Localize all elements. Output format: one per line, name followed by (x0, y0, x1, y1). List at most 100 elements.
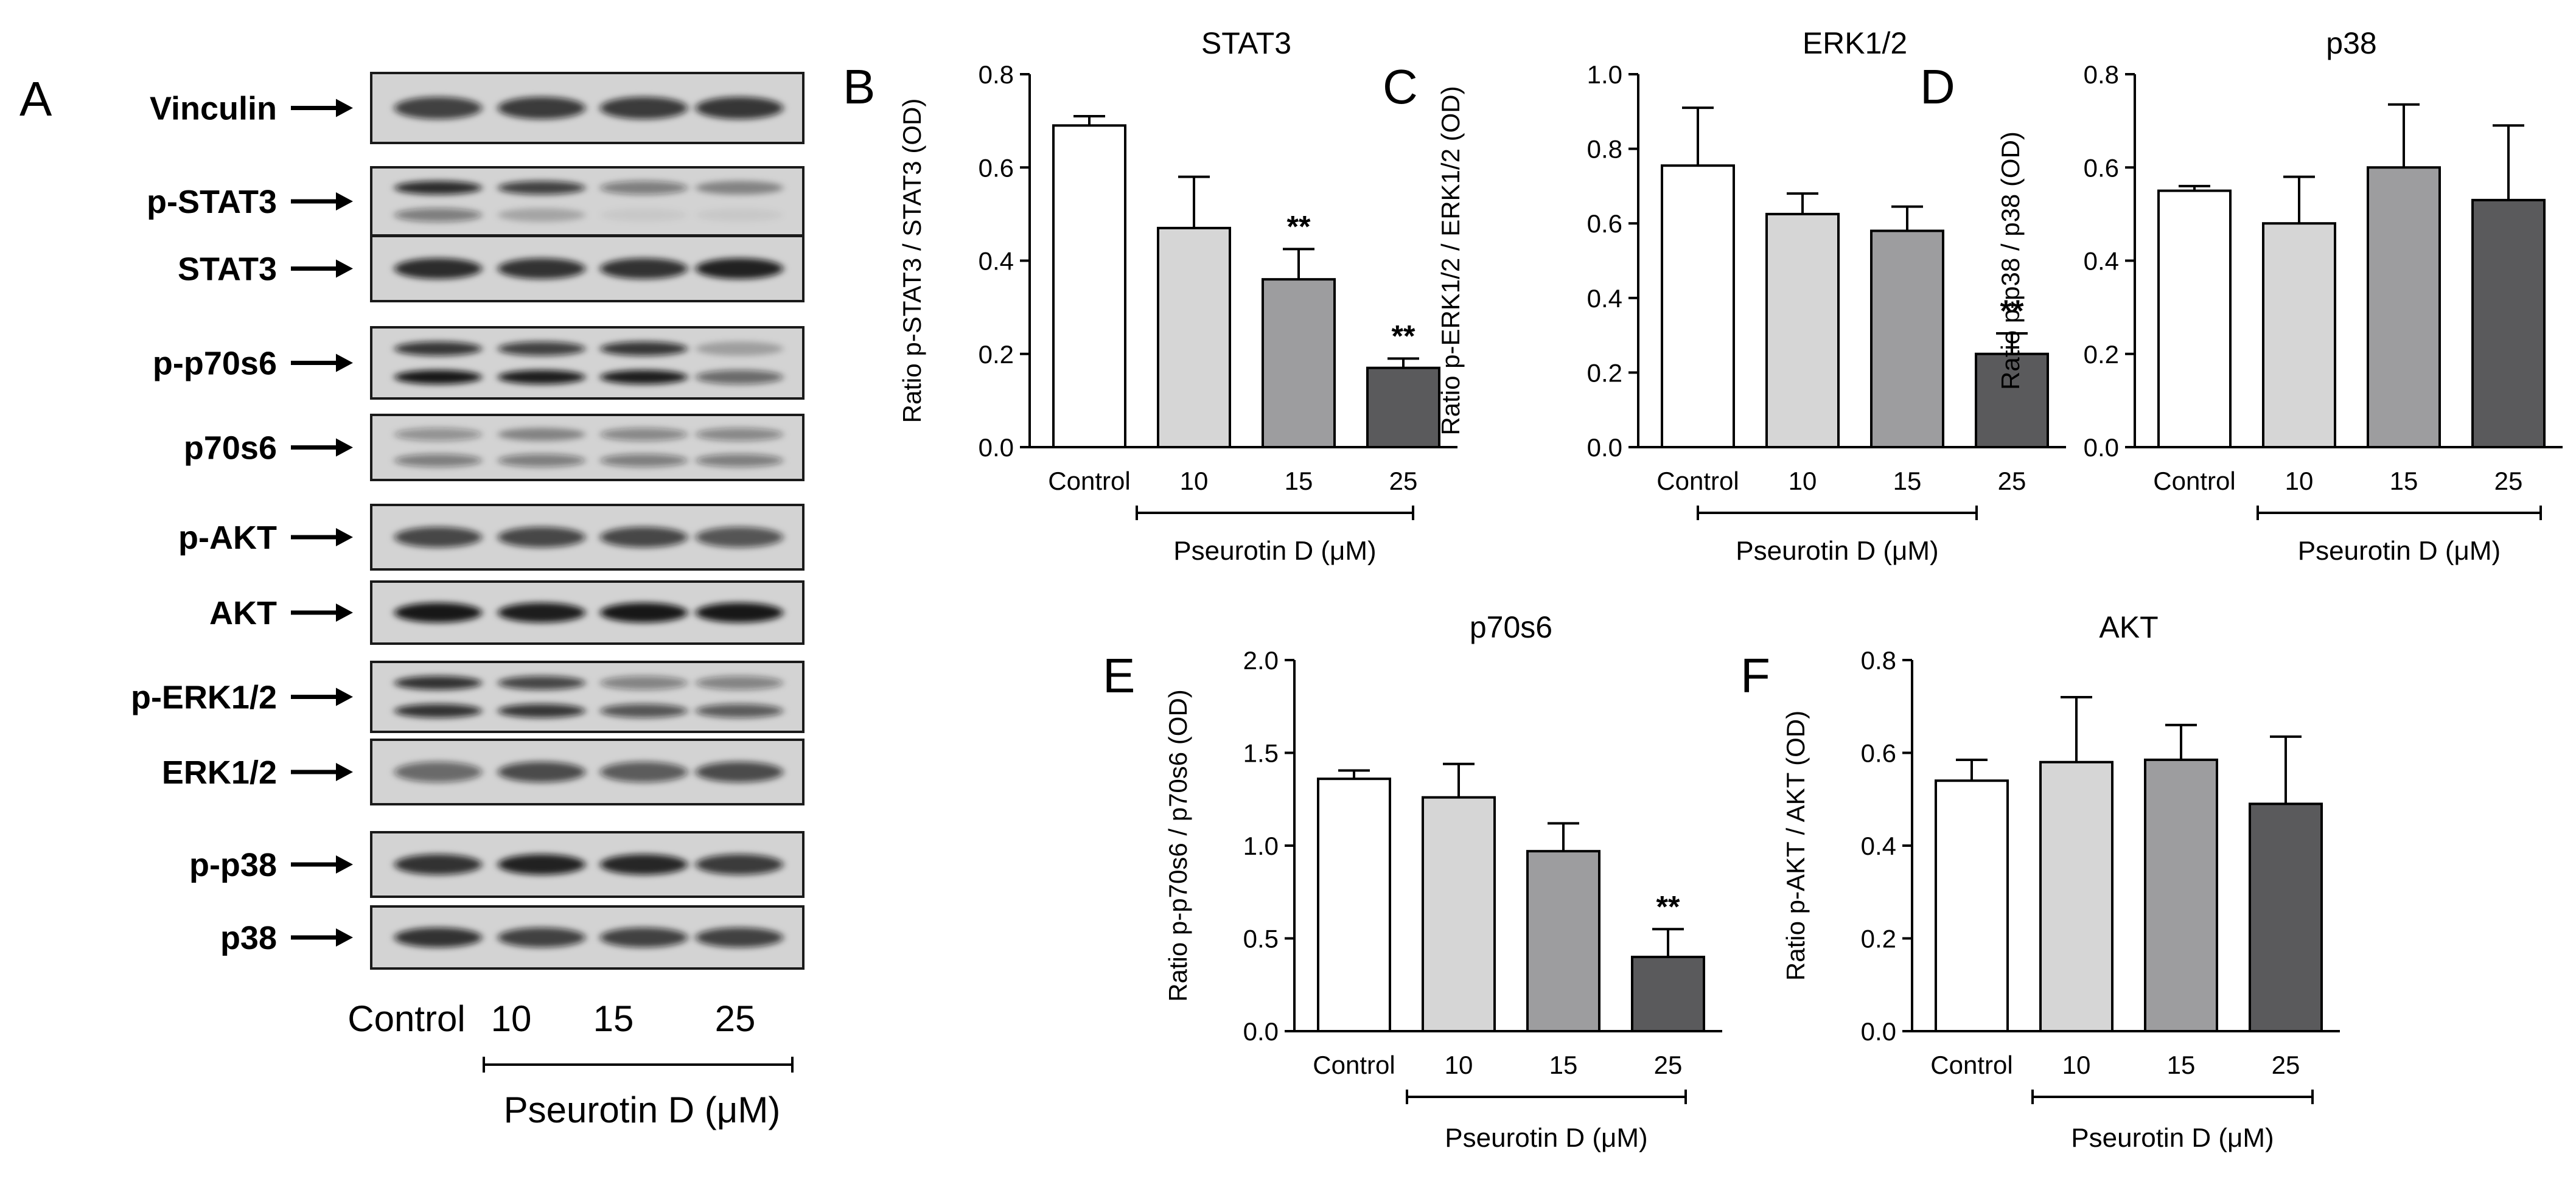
blot-lane-label: 25 (715, 998, 756, 1039)
blot-row-p-p70s6: p-p70s6 (153, 326, 805, 400)
blot-bands (394, 428, 783, 467)
bar-control (1317, 777, 1391, 1032)
chart-title: STAT3 (1201, 26, 1291, 60)
blot-band (600, 428, 688, 441)
blot-lane-label: 10 (491, 998, 532, 1039)
blot-band (600, 97, 688, 119)
blot-band (498, 927, 585, 948)
x-tick-label: Control (1048, 467, 1130, 495)
y-tick-label: 0.6 (1587, 209, 1622, 238)
arrow-head-icon (336, 528, 353, 546)
x-tick-label: 15 (1285, 467, 1313, 495)
blot-band (696, 341, 783, 356)
blot-row-akt: AKT (209, 580, 805, 645)
y-tick-label: 0.2 (979, 340, 1014, 369)
bar-10 (1422, 796, 1496, 1032)
blot-row-label: p-AKT (178, 520, 277, 556)
y-tick-label: 0.8 (2084, 60, 2119, 89)
blot-band (394, 927, 482, 948)
y-tick-label: 0.4 (2084, 247, 2119, 276)
blot-band (498, 602, 585, 623)
x-tick-label: Control (1656, 467, 1739, 495)
blot-row-p70s6: p70s6 (184, 414, 805, 481)
x-tick-label: 10 (2062, 1051, 2091, 1079)
panel-letter-f: F (1740, 649, 1770, 703)
blot-row-p38: p38 (220, 905, 805, 970)
blot-band (498, 762, 585, 782)
blot-strip (370, 414, 805, 481)
blot-lane-label: Control (347, 998, 465, 1039)
blot-band (394, 704, 482, 718)
blot-band (696, 258, 783, 279)
bar-25 (2249, 802, 2323, 1032)
blot-band (498, 704, 585, 718)
blot-band (498, 676, 585, 690)
y-tick-label: 0.8 (1861, 646, 1896, 675)
x-tick-label: 15 (1893, 467, 1922, 495)
blot-row-p-stat3: p-STAT3 (147, 166, 805, 237)
blot-band (394, 602, 482, 623)
blot-band (696, 704, 783, 718)
blot-band (600, 762, 688, 782)
blot-bands (394, 181, 783, 222)
x-tick-label: 25 (1389, 467, 1418, 495)
blot-band (498, 97, 585, 119)
blot-band (600, 527, 688, 548)
y-tick-label: 0.4 (1861, 832, 1896, 860)
arrow-head-icon (336, 99, 353, 117)
blot-band (394, 428, 482, 441)
blot-bands (394, 676, 783, 718)
blot-band (394, 208, 482, 222)
blot-strip (370, 661, 805, 733)
y-tick-label: 2.0 (1243, 646, 1279, 675)
arrow-head-icon (336, 353, 353, 372)
arrow-head-icon (336, 603, 353, 622)
blot-row-label: ERK1/2 (162, 754, 277, 791)
y-tick-label: 1.0 (1243, 832, 1279, 860)
blot-bands (394, 602, 783, 623)
chart-title: p38 (2326, 26, 2376, 60)
y-tick-label: 0.0 (979, 433, 1014, 462)
blot-band (498, 854, 585, 875)
blot-band (394, 341, 482, 356)
blot-row-label: p-ERK1/2 (131, 680, 277, 716)
significance-marker: ** (1656, 889, 1680, 923)
blot-row-label: p-p38 (189, 847, 277, 883)
arrow-head-icon (336, 259, 353, 278)
blot-band (394, 370, 482, 384)
western-blot-panel: A Vinculin p-STAT3 STAT3 p-p70s6 p70s6 p-AKT AK… (19, 72, 805, 1130)
blot-band (600, 854, 688, 875)
x-tick-label: 25 (2272, 1051, 2300, 1079)
blot-band (498, 258, 585, 279)
blot-band (696, 676, 783, 690)
blot-band (600, 258, 688, 279)
blot-bands (394, 527, 783, 548)
blot-band (696, 454, 783, 467)
x-axis-title: Pseurotin D (μM) (2298, 536, 2501, 566)
blot-band (696, 527, 783, 548)
bar-charts: B STAT3 0.0 0.2 0.4 0.6 0.8 Ratio p-STAT3 / STA… (843, 26, 2563, 1153)
bar-control (1935, 779, 2009, 1032)
blot-band (498, 428, 585, 441)
blot-bands (394, 97, 783, 119)
blot-row-label: p70s6 (184, 430, 277, 467)
blot-band (394, 454, 482, 467)
bar-10 (1765, 212, 1840, 448)
blot-bands (394, 762, 783, 782)
blot-row-p-akt: p-AKT (178, 504, 805, 571)
blot-row-label: p-STAT3 (147, 184, 277, 220)
y-axis-title: Ratio p-p38 / p38 (OD) (1996, 131, 2025, 390)
x-tick-label: Control (2153, 467, 2235, 495)
blot-band (600, 704, 688, 718)
blot-row-label: STAT3 (178, 251, 277, 288)
chart-title: ERK1/2 (1803, 26, 1907, 60)
bar-10 (2262, 222, 2336, 448)
blot-band (394, 97, 482, 119)
y-tick-label: 0.0 (2084, 433, 2119, 462)
significance-marker: ** (2000, 294, 2024, 328)
y-tick-label: 0.6 (979, 153, 1014, 182)
x-tick-label: 10 (1445, 1051, 1473, 1079)
bar-25 (1366, 366, 1440, 448)
blot-row-vinculin: Vinculin (150, 72, 805, 144)
blot-band (600, 181, 688, 195)
